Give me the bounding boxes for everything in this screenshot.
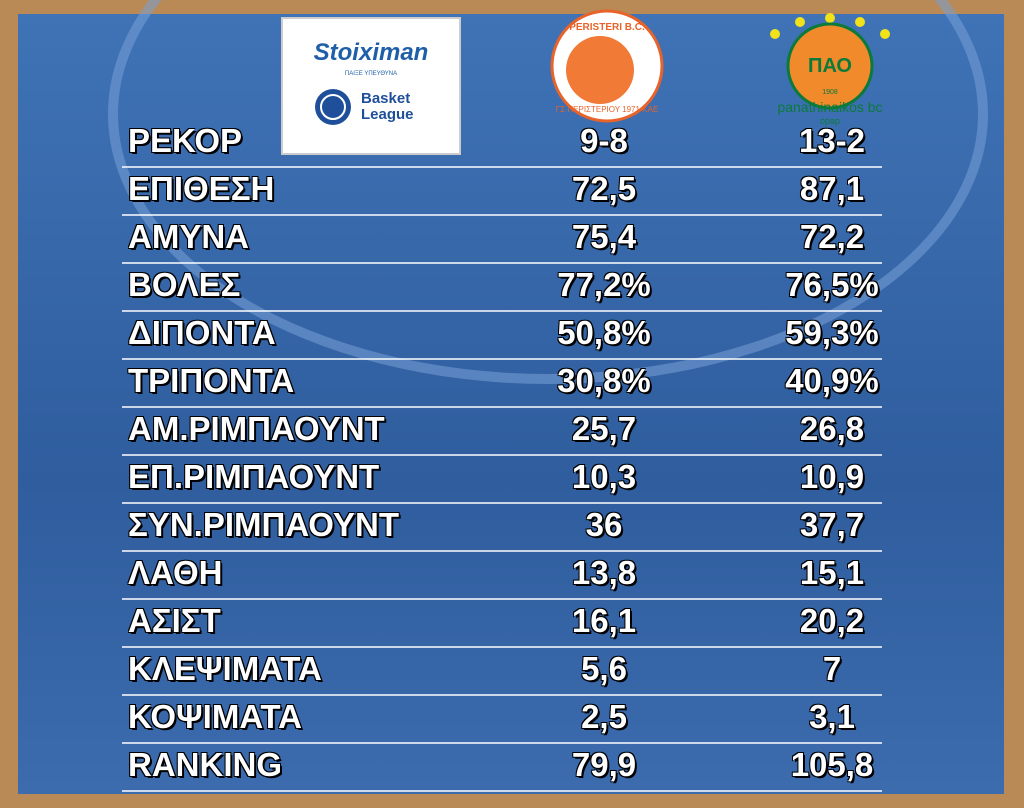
team1-value: 75,4 <box>571 218 637 255</box>
stat-label: ΒΟΛΕΣ <box>128 266 241 303</box>
team2-value: 37,7 <box>799 506 865 543</box>
stat-label: ΑΣΙΣΤ <box>128 602 221 639</box>
stat-label: ΚΛΕΨΙΜΑΤΑ <box>128 650 322 687</box>
league-name: Basket League <box>361 90 414 123</box>
stat-row: ΔΙΠΟΝΤΑ 50,8% 59,3% <box>122 312 882 360</box>
stat-row: ΒΟΛΕΣ 77,2% 76,5% <box>122 264 882 312</box>
team2-value: 59,3% <box>785 314 879 351</box>
court-background <box>18 0 1004 794</box>
stat-label: ΑΜΥΝΑ <box>128 218 249 255</box>
team1-subtitle: ΓΣ ΠΕΡΙΣΤΕΡΙΟΥ 1971 ΚΑΕ <box>556 105 658 114</box>
team2-value: 15,1 <box>799 554 865 591</box>
stat-row: ΛΑΘΗ 13,8 15,1 <box>122 552 882 600</box>
team1-value: 36 <box>585 506 623 543</box>
team2-value: 105,8 <box>790 746 874 783</box>
team2-value: 13-2 <box>798 122 866 159</box>
team2-logo: ΠΑΟ 1908 panathinaikos bc opap <box>770 13 890 126</box>
team2-value: 72,2 <box>799 218 865 255</box>
team2-name: panathinaikos bc <box>777 99 882 115</box>
team2-value: 26,8 <box>799 410 865 447</box>
stat-label: ΤΡΙΠΟΝΤΑ <box>128 362 295 399</box>
league-icon <box>315 89 351 125</box>
stat-row: ΤΡΙΠΟΝΤΑ 30,8% 40,9% <box>122 360 882 408</box>
stat-row: ΑΜ.ΡΙΜΠΑΟΥΝΤ 25,7 26,8 <box>122 408 882 456</box>
team1-value: 2,5 <box>581 698 627 735</box>
stat-row: ΑΣΙΣΤ 16,1 20,2 <box>122 600 882 648</box>
team2-value: 76,5% <box>785 266 879 303</box>
team1-value: 72,5 <box>571 170 637 207</box>
stat-label: RANKING <box>128 746 282 783</box>
team1-value: 13,8 <box>571 554 637 591</box>
team1-value: 25,7 <box>571 410 637 447</box>
stat-row: ΕΠ.ΡΙΜΠΑΟΥΝΤ 10,3 10,9 <box>122 456 882 504</box>
team1-value: 77,2% <box>557 266 651 303</box>
team2-sponsor: opap <box>820 116 840 126</box>
team1-logo: PERISTERI B.C. ΓΣ ΠΕΡΙΣΤΕΡΙΟΥ 1971 ΚΑΕ <box>550 9 664 123</box>
sponsor: Stoiximan <box>313 39 429 66</box>
team2-value: 7 <box>822 650 842 687</box>
team1-value: 30,8% <box>557 362 651 399</box>
stat-label: ΕΠΙΘΕΣΗ <box>128 170 275 207</box>
stat-label: ΑΜ.ΡΙΜΠΑΟΥΝΤ <box>128 410 385 447</box>
stat-label: ΣΥΝ.ΡΙΜΠΑΟΥΝΤ <box>128 506 400 543</box>
stat-row: ΡΕΚΟΡ 9-8 13-2 <box>122 120 882 168</box>
team2-value: 10,9 <box>799 458 865 495</box>
stat-row: ΑΜΥΝΑ 75,4 72,2 <box>122 216 882 264</box>
team1-value: 9-8 <box>580 122 628 159</box>
team2-value: 20,2 <box>799 602 865 639</box>
team1-value: 50,8% <box>557 314 651 351</box>
stat-label: ΔΙΠΟΝΤΑ <box>128 314 276 351</box>
team1-name: PERISTERI B.C. <box>569 22 645 33</box>
team1-value: 10,3 <box>571 458 637 495</box>
team1-value: 5,6 <box>581 650 627 687</box>
stat-row: ΕΠΙΘΕΣΗ 72,5 87,1 <box>122 168 882 216</box>
stat-label: ΛΑΘΗ <box>128 554 223 591</box>
stat-label: ΕΠ.ΡΙΜΠΑΟΥΝΤ <box>128 458 380 495</box>
stat-label: ΚΟΨΙΜΑΤΑ <box>128 698 302 735</box>
stat-row: RANKING 79,9 105,8 <box>122 744 882 792</box>
stat-row: ΣΥΝ.ΡΙΜΠΑΟΥΝΤ 36 37,7 <box>122 504 882 552</box>
team2-year: 1908 <box>822 89 838 96</box>
team1-value: 16,1 <box>571 602 637 639</box>
team2-value: 3,1 <box>809 698 855 735</box>
stat-label: ΡΕΚΟΡ <box>128 122 243 159</box>
league-logo: Stoiximan ΠΑΙΞΕ ΥΠΕΥΘΥΝΑ Basket League <box>281 17 461 155</box>
team2-monogram: ΠΑΟ <box>808 55 852 77</box>
team2-value: 40,9% <box>785 362 879 399</box>
team2-value: 87,1 <box>799 170 865 207</box>
team1-value: 79,9 <box>571 746 637 783</box>
stat-row: ΚΟΨΙΜΑΤΑ 2,5 3,1 <box>122 696 882 744</box>
stat-row: ΚΛΕΨΙΜΑΤΑ 5,6 7 <box>122 648 882 696</box>
sponsor-note: ΠΑΙΞΕ ΥΠΕΥΘΥΝΑ <box>344 71 398 77</box>
